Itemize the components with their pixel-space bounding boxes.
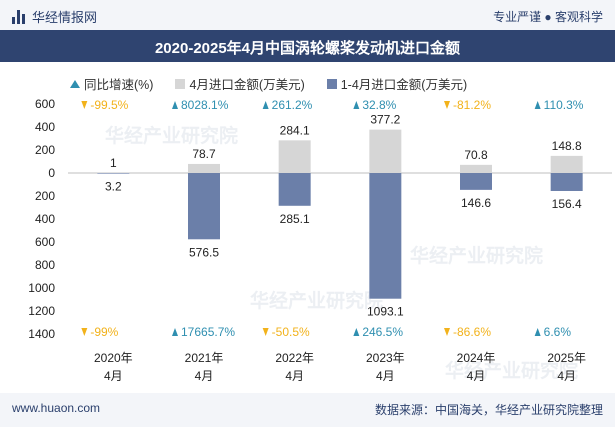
month-value-label: 70.8 bbox=[464, 148, 488, 162]
yoy-cum-label: -99% bbox=[90, 325, 118, 339]
legend-month-label: 4月进口金额(万美元) bbox=[189, 78, 305, 92]
up-triangle-icon bbox=[70, 79, 80, 88]
cum-value-label: 285.1 bbox=[280, 212, 310, 226]
up-triangle-icon bbox=[534, 328, 541, 336]
down-triangle-icon bbox=[444, 101, 450, 109]
yoy-cum-label: 17665.7% bbox=[181, 325, 235, 339]
month-value-label: 78.7 bbox=[192, 147, 216, 161]
footer-source: 数据来源：中国海关，华经产业研究院整理 bbox=[374, 403, 603, 417]
y-tick-label: 1000 bbox=[28, 281, 55, 295]
yoy-cum-label: 6.6% bbox=[544, 325, 572, 339]
legend-month: 4月进口金额(万美元) bbox=[175, 74, 305, 93]
down-triangle-icon bbox=[444, 328, 450, 336]
cum-bar bbox=[278, 173, 311, 206]
yoy-month-label: -81.2% bbox=[453, 98, 491, 112]
up-triangle-icon bbox=[172, 101, 178, 109]
cum-bar bbox=[460, 173, 492, 190]
yoy-month-label: 261.2% bbox=[272, 98, 313, 112]
category-label-month: 4月 bbox=[285, 369, 304, 383]
y-tick-label: 600 bbox=[35, 235, 55, 249]
cum-bar bbox=[550, 173, 583, 191]
month-bar bbox=[278, 140, 311, 173]
month-bar bbox=[550, 155, 583, 173]
category-label-year: 2021年 bbox=[185, 351, 224, 365]
month-value-label: 1 bbox=[110, 156, 117, 170]
legend-cum: 1-4月进口金额(万美元) bbox=[326, 74, 468, 93]
category-label-year: 2025年 bbox=[547, 351, 586, 365]
yoy-cum-label: -86.6% bbox=[453, 325, 491, 339]
month-value-label: 148.8 bbox=[552, 139, 582, 153]
yoy-month-label: 110.3% bbox=[544, 98, 584, 112]
month-value-label: 284.1 bbox=[280, 123, 310, 137]
cum-value-label: 146.6 bbox=[461, 196, 491, 210]
y-tick-label: 400 bbox=[35, 212, 55, 226]
y-tick-label: 200 bbox=[35, 143, 55, 157]
top-bar: 华经情报网 专业严谨 ● 客观科学 bbox=[0, 0, 615, 30]
legend-cum-label: 1-4月进口金额(万美元) bbox=[340, 78, 468, 92]
brand: 华经情报网 bbox=[12, 7, 97, 26]
watermark-0: 华经产业研究院 bbox=[105, 124, 238, 147]
category-label-year: 2023年 bbox=[366, 351, 405, 365]
watermark-3: 华经产业研究院 bbox=[445, 359, 578, 382]
footer-site: www.huaon.com bbox=[12, 401, 101, 415]
y-tick-label: 0 bbox=[48, 166, 55, 180]
title-bar: 2020-2025年4月中国涡轮螺桨发动机进口金额 bbox=[0, 30, 615, 62]
yoy-month-label: -99.5% bbox=[90, 98, 128, 112]
footer: www.huaon.com 数据来源：中国海关，华经产业研究院整理 bbox=[0, 393, 615, 427]
watermark-1: 华经产业研究院 bbox=[410, 244, 543, 267]
yoy-month-label: 32.8% bbox=[362, 98, 396, 112]
cum-value-label: 3.2 bbox=[105, 179, 122, 193]
month-bar bbox=[188, 163, 220, 173]
brand-name: 华经情报网 bbox=[32, 10, 98, 25]
tagline: 专业严谨 ● 客观科学 bbox=[493, 10, 603, 24]
y-tick-label: 800 bbox=[35, 258, 55, 272]
legend-yoy: 同比增速(%) bbox=[70, 74, 153, 93]
down-triangle-icon bbox=[81, 328, 88, 336]
down-triangle-icon bbox=[81, 101, 88, 109]
y-tick-label: 400 bbox=[35, 120, 55, 134]
up-triangle-icon bbox=[172, 328, 178, 336]
legend-cum-swatch bbox=[326, 78, 337, 89]
up-triangle-icon bbox=[353, 328, 360, 336]
cum-value-label: 1093.1 bbox=[367, 305, 404, 319]
month-bar bbox=[369, 129, 402, 173]
up-triangle-icon bbox=[353, 101, 360, 109]
month-value-label: 377.2 bbox=[370, 113, 400, 127]
watermark-2: 华经产业研究院 bbox=[250, 289, 383, 312]
cum-bar bbox=[97, 173, 130, 174]
category-label-month: 4月 bbox=[195, 369, 214, 383]
category-label-year: 2024年 bbox=[457, 351, 496, 365]
cum-value-label: 576.5 bbox=[189, 245, 219, 259]
category-label-month: 4月 bbox=[104, 369, 123, 383]
y-tick-label: 1200 bbox=[28, 304, 55, 318]
legend-yoy-label: 同比增速(%) bbox=[84, 78, 154, 92]
yoy-month-label: 8028.1% bbox=[181, 98, 229, 112]
category-label-month: 4月 bbox=[376, 369, 395, 383]
cum-bar bbox=[188, 173, 220, 240]
month-bar bbox=[460, 164, 492, 173]
chart-title: 2020-2025年4月中国涡轮螺桨发动机进口金额 bbox=[154, 40, 461, 57]
category-label-month: 4月 bbox=[557, 369, 576, 383]
cum-value-label: 156.4 bbox=[552, 197, 582, 211]
legend: 同比增速(%) 4月进口金额(万美元) 1-4月进口金额(万美元) bbox=[70, 74, 489, 93]
up-triangle-icon bbox=[534, 101, 541, 109]
legend-month-swatch bbox=[175, 78, 186, 89]
up-triangle-icon bbox=[262, 101, 269, 109]
y-tick-label: 600 bbox=[35, 97, 55, 111]
yoy-cum-label: 246.5% bbox=[362, 325, 403, 339]
y-tick-label: 200 bbox=[35, 189, 55, 203]
chart-area: 华经产业研究院华经产业研究院华经产业研究院华经产业研究院600400200020… bbox=[28, 97, 612, 383]
logo-icon bbox=[12, 9, 26, 24]
category-label-year: 2022年 bbox=[275, 351, 314, 365]
yoy-cum-label: -50.5% bbox=[272, 325, 310, 339]
category-label-year: 2020年 bbox=[94, 351, 133, 365]
category-label-month: 4月 bbox=[467, 369, 486, 383]
down-triangle-icon bbox=[262, 328, 269, 336]
cum-bar bbox=[369, 173, 402, 299]
y-tick-label: 1400 bbox=[28, 327, 55, 341]
